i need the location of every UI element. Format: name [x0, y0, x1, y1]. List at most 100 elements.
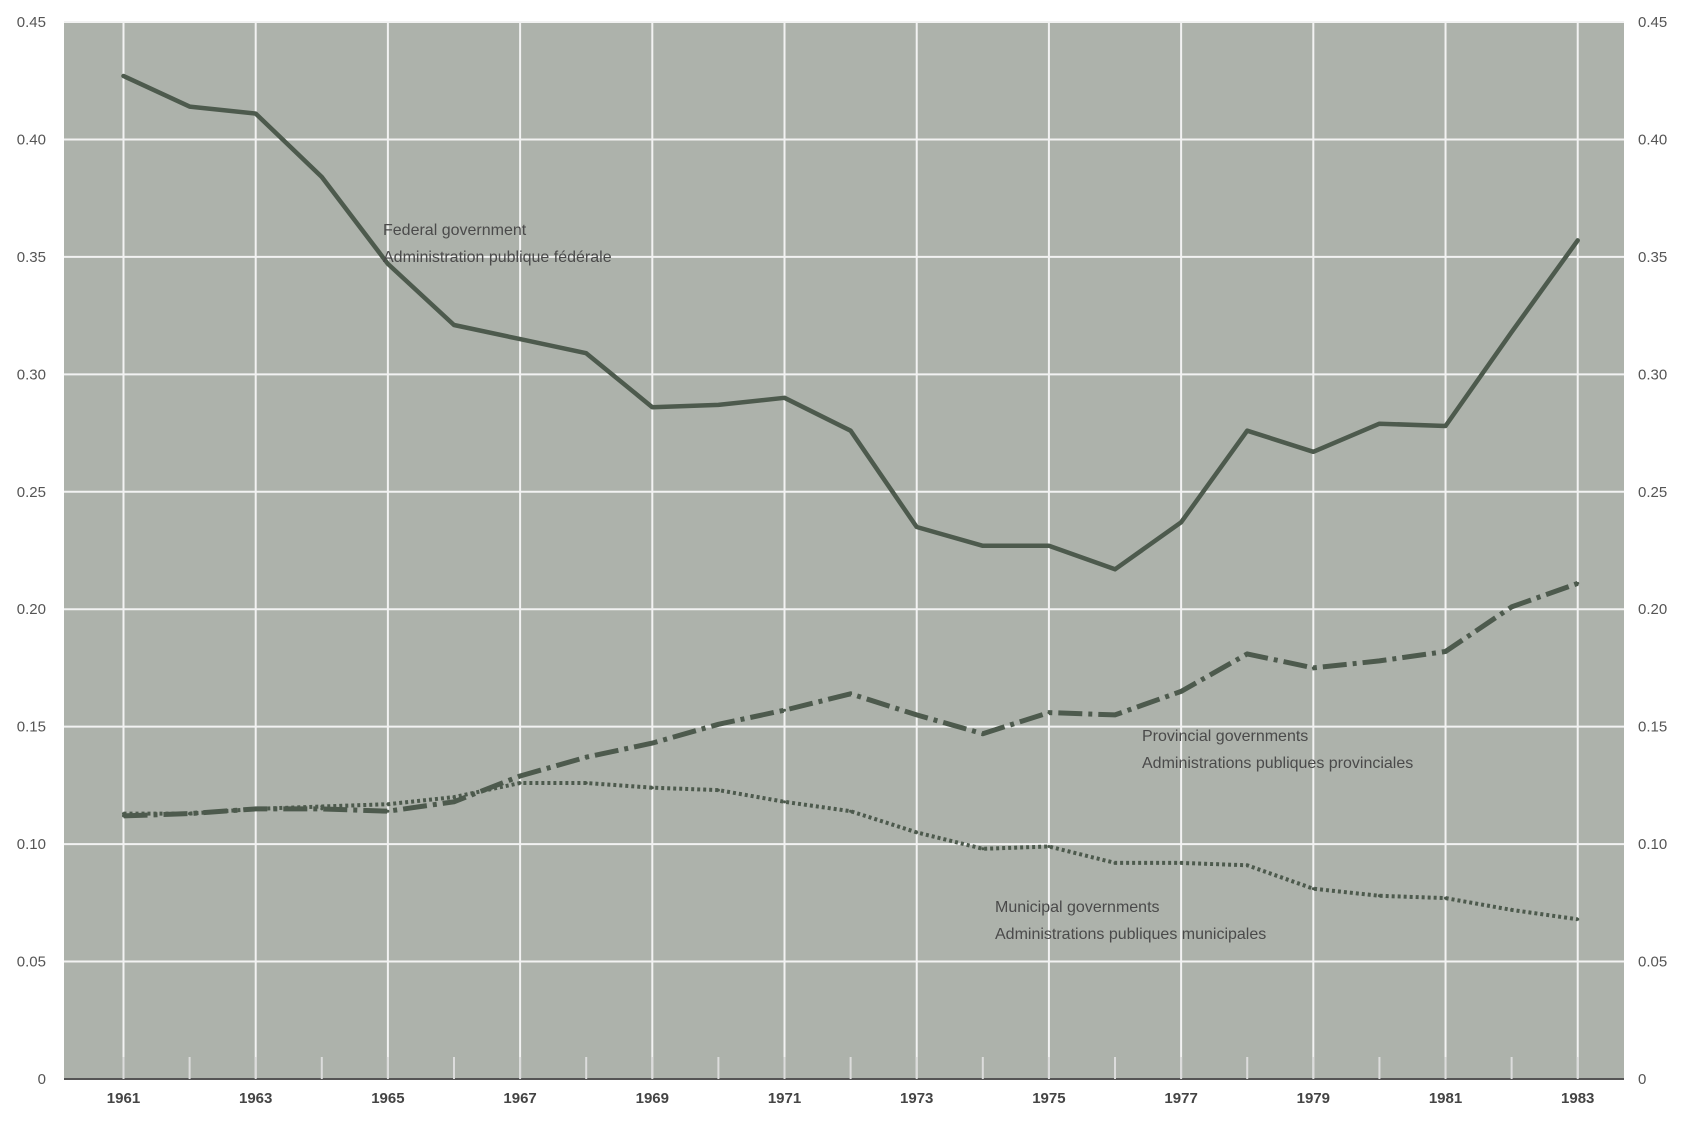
- data-point: [518, 781, 522, 785]
- federal-label-fr: Administration publique fédérale: [383, 249, 612, 266]
- data-point: [1047, 711, 1051, 715]
- data-point: [452, 323, 456, 327]
- y-tick-label-right: 0.05: [1638, 954, 1667, 971]
- y-axis-left: 0 0.05 0.10 0.15 0.20 0.25 0.30 0.35 0.40 0.45: [17, 14, 46, 1088]
- data-point: [584, 755, 588, 759]
- y-tick-label-right: 0.40: [1638, 131, 1667, 148]
- data-point: [650, 786, 654, 790]
- data-point: [1377, 894, 1381, 898]
- y-tick-label-left: 0: [38, 1071, 46, 1088]
- municipal-label-en: Municipal governments: [995, 899, 1160, 916]
- data-point: [1245, 429, 1249, 433]
- data-point: [1576, 581, 1580, 585]
- data-point: [1444, 424, 1448, 428]
- data-point: [121, 812, 125, 816]
- data-point: [783, 396, 787, 400]
- y-tick-label-left: 0.15: [17, 719, 46, 736]
- data-point: [783, 800, 787, 804]
- data-point: [320, 805, 324, 809]
- data-point: [1377, 659, 1381, 663]
- provincial-label-fr: Administrations publiques provinciales: [1142, 755, 1413, 772]
- data-point: [1113, 567, 1117, 571]
- y-tick-label-left: 0.45: [17, 14, 46, 31]
- x-axis: 1961 1963 1965 1967 1969 1971 1973 1975 1977 1979…: [107, 1057, 1594, 1107]
- data-point: [716, 788, 720, 792]
- y-tick-label-right: 0.30: [1638, 366, 1667, 383]
- x-tick-label: 1977: [1164, 1090, 1197, 1107]
- x-tick-label: 1969: [636, 1090, 669, 1107]
- data-point: [584, 351, 588, 355]
- data-point: [915, 830, 919, 834]
- data-point: [650, 741, 654, 745]
- x-tick-label: 1971: [768, 1090, 801, 1107]
- plot-background: [64, 22, 1624, 1079]
- data-point: [1245, 652, 1249, 656]
- municipal-governments-line: [123, 781, 1578, 922]
- data-point: [1245, 863, 1249, 867]
- data-point: [915, 713, 919, 717]
- y-tick-label-left: 0.35: [17, 249, 46, 266]
- y-tick-label-right: 0: [1638, 1071, 1646, 1088]
- data-point: [1311, 666, 1315, 670]
- data-point: [1179, 861, 1183, 865]
- data-point: [783, 708, 787, 712]
- x-tick-label: 1967: [503, 1090, 536, 1107]
- y-tick-label-right: 0.45: [1638, 14, 1667, 31]
- data-point: [121, 74, 125, 78]
- x-tick-label: 1975: [1032, 1090, 1065, 1107]
- data-point: [650, 405, 654, 409]
- y-tick-label-left: 0.40: [17, 131, 46, 148]
- y-tick-label-left: 0.25: [17, 484, 46, 501]
- x-tick-label: 1965: [371, 1090, 404, 1107]
- y-tick-label-left: 0.20: [17, 601, 46, 618]
- data-point: [1047, 844, 1051, 848]
- data-point: [386, 809, 390, 813]
- data-point: [981, 847, 985, 851]
- series-lines: [121, 73, 1580, 922]
- data-point: [584, 781, 588, 785]
- data-point: [452, 795, 456, 799]
- x-tick-label: 1983: [1561, 1090, 1594, 1107]
- y-tick-label-right: 0.15: [1638, 719, 1667, 736]
- data-point: [1444, 650, 1448, 654]
- data-point: [1047, 544, 1051, 548]
- data-point: [1179, 520, 1183, 524]
- x-tick-label: 1979: [1297, 1090, 1330, 1107]
- y-tick-label-left: 0.30: [17, 366, 46, 383]
- x-tick-label: 1963: [239, 1090, 272, 1107]
- data-point: [1510, 330, 1514, 334]
- data-point: [1510, 908, 1514, 912]
- data-point: [518, 774, 522, 778]
- y-tick-label-right: 0.10: [1638, 836, 1667, 853]
- data-point: [1179, 689, 1183, 693]
- data-point: [716, 403, 720, 407]
- data-point: [1576, 238, 1580, 242]
- data-point: [915, 525, 919, 529]
- data-point: [188, 812, 192, 816]
- data-point: [386, 802, 390, 806]
- data-point: [981, 732, 985, 736]
- data-point: [1576, 917, 1580, 921]
- provincial-label-en: Provincial governments: [1142, 728, 1308, 745]
- data-point: [1311, 887, 1315, 891]
- x-tick-label: 1961: [107, 1090, 140, 1107]
- data-point: [1510, 605, 1514, 609]
- data-point: [188, 105, 192, 109]
- y-tick-label-left: 0.05: [17, 954, 46, 971]
- data-point: [518, 337, 522, 341]
- gridlines: [64, 21, 1624, 1079]
- data-point: [849, 809, 853, 813]
- data-point: [849, 429, 853, 433]
- data-point: [981, 544, 985, 548]
- y-tick-label-right: 0.35: [1638, 249, 1667, 266]
- y-tick-label-right: 0.25: [1638, 484, 1667, 501]
- data-point: [1311, 450, 1315, 454]
- data-point: [1377, 422, 1381, 426]
- data-point: [254, 807, 258, 811]
- y-tick-label-left: 0.10: [17, 836, 46, 853]
- federal-label-en: Federal government: [383, 222, 527, 239]
- data-point: [1444, 896, 1448, 900]
- data-point: [716, 722, 720, 726]
- x-tick-label: 1981: [1429, 1090, 1462, 1107]
